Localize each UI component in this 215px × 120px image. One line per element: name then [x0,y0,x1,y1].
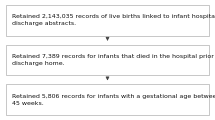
Text: Retained 2,143,035 records of live births linked to infant hospital
discharge ab: Retained 2,143,035 records of live birth… [12,14,215,26]
FancyBboxPatch shape [6,45,209,75]
FancyBboxPatch shape [6,5,209,36]
Text: Retained 5,806 records for infants with a gestational age between 22 and
45 week: Retained 5,806 records for infants with … [12,94,215,106]
Text: Retained 7,389 records for infants that died in the hospital prior to initial
di: Retained 7,389 records for infants that … [12,54,215,66]
FancyBboxPatch shape [6,84,209,115]
